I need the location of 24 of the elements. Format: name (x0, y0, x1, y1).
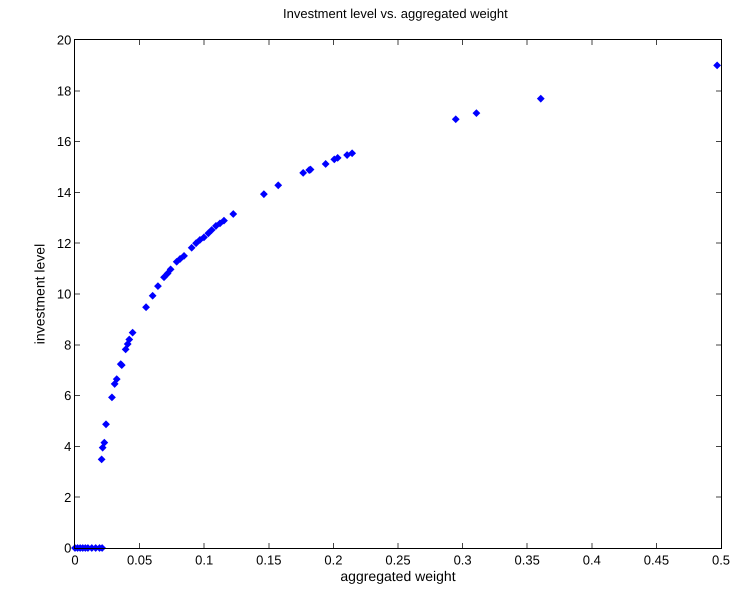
x-tick-label: 0.1 (195, 552, 214, 568)
y-tick-label: 12 (56, 236, 72, 251)
x-tick-label: 0.2 (324, 552, 342, 568)
x-tick-label: 0.4 (582, 552, 601, 568)
y-tick-label: 10 (56, 286, 72, 302)
y-tick-label: 20 (56, 32, 72, 48)
y-tick-label: 6 (64, 388, 72, 404)
y-tick-label: 18 (56, 83, 72, 98)
y-tick-label: 0 (64, 540, 72, 556)
x-tick-label: 0.45 (644, 552, 670, 568)
x-tick-label: 0.05 (126, 552, 152, 568)
x-tick-label: 0.3 (454, 552, 472, 568)
y-tick-label: 16 (56, 134, 72, 150)
x-tick-label: 0.15 (256, 552, 282, 568)
x-tick-label: 0.25 (385, 552, 411, 568)
y-tick-label: 4 (64, 438, 72, 454)
x-tick-label: 0.5 (712, 552, 730, 568)
chart-title: Investment level vs. aggregated weight (283, 6, 508, 22)
y-tick-label: 14 (56, 184, 72, 200)
y-tick-label: 2 (64, 490, 72, 505)
y-tick-label: 8 (64, 337, 72, 352)
y-axis-title: investment level (32, 244, 48, 344)
x-axis-title: aggregated weight (340, 568, 456, 584)
x-tick-label: 0.35 (514, 552, 540, 568)
